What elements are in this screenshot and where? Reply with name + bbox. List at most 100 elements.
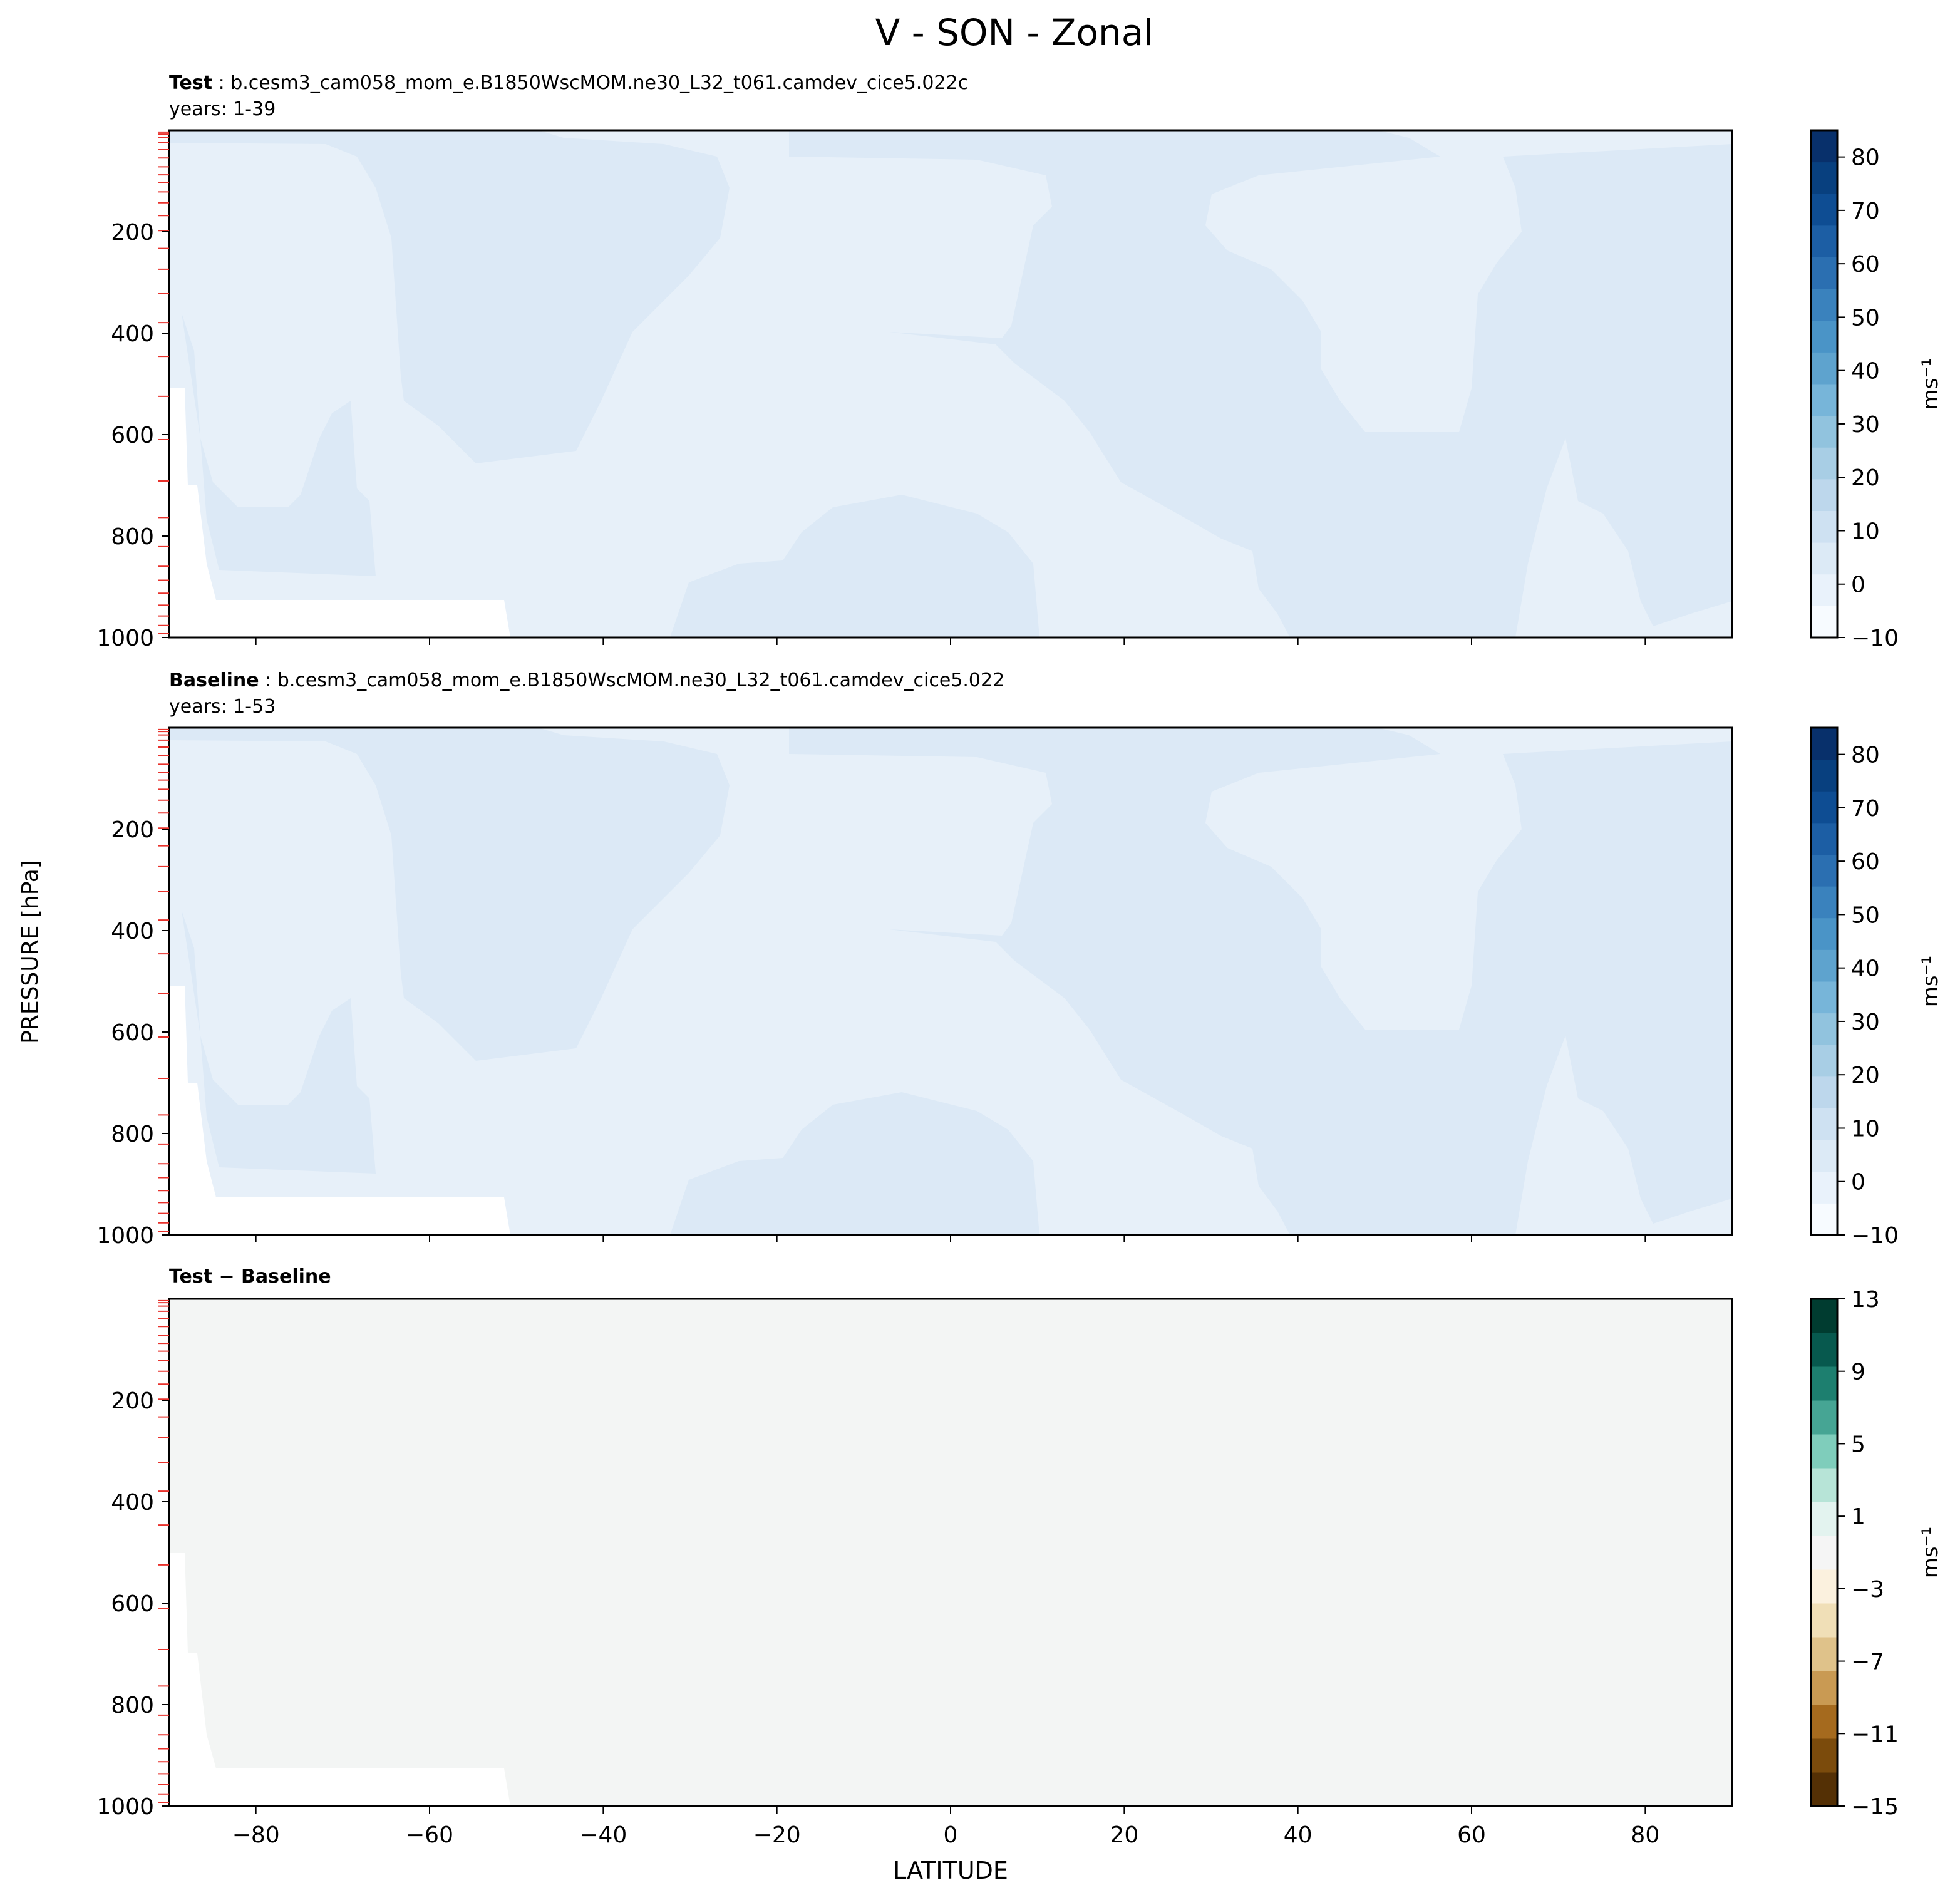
field-background xyxy=(169,1299,1732,1806)
colorbar-tick-label: 40 xyxy=(1851,956,1880,982)
y-tick-label: 800 xyxy=(111,524,154,550)
colorbar-swatch xyxy=(1811,1569,1837,1604)
x-tick-label: −60 xyxy=(406,1822,453,1848)
y-tick-label: 200 xyxy=(111,220,154,245)
colorbar-tick-label: 40 xyxy=(1851,359,1880,385)
colorbar-swatch xyxy=(1811,162,1837,194)
colorbar-tick-label: 70 xyxy=(1851,199,1880,224)
panel-baseline-colorbar-unit: ms⁻¹ xyxy=(1918,956,1943,1007)
panel-test-xaxis xyxy=(255,638,1646,645)
colorbar-tick-label: 20 xyxy=(1851,465,1880,491)
panel-test-level-ticks xyxy=(158,131,169,635)
colorbar-swatch xyxy=(1811,1045,1837,1077)
y-tick-label: 800 xyxy=(111,1122,154,1147)
colorbar-swatch xyxy=(1811,606,1837,638)
panel-diff-colorbar-unit: ms⁻¹ xyxy=(1918,1527,1943,1578)
panel-diff-level-ticks xyxy=(158,1299,169,1804)
colorbar-swatch xyxy=(1811,1671,1837,1705)
colorbar-tick-label: −10 xyxy=(1851,1223,1899,1249)
colorbar-tick-label: −15 xyxy=(1851,1794,1899,1820)
colorbar-tick-label: 9 xyxy=(1851,1360,1865,1385)
contour-region xyxy=(169,130,730,463)
colorbar-swatch xyxy=(1811,1013,1837,1045)
colorbar-swatch xyxy=(1811,225,1837,257)
colorbar-swatch xyxy=(1811,886,1837,919)
colorbar-swatch xyxy=(1811,822,1837,855)
panel-baseline-field xyxy=(169,728,1732,1235)
colorbar-swatch xyxy=(1811,194,1837,226)
panel-diff-colorbar: −15 −11 −7 −3 1 5 9 13 xyxy=(1810,1287,1899,1820)
y-tick-label: 1000 xyxy=(96,1794,154,1820)
colorbar-swatch xyxy=(1811,542,1837,575)
colorbar-swatch xyxy=(1811,1108,1837,1140)
panel-test-colorbar: −10 0 10 20 30 40 50 60 70 80 xyxy=(1810,129,1899,651)
colorbar-tick-label: 30 xyxy=(1851,1009,1880,1035)
panel-test-header: Test : b.cesm3_cam058_mom_e.B1850WscMOM.… xyxy=(169,72,968,94)
panel-test-colorbar-unit: ms⁻¹ xyxy=(1918,358,1943,410)
colorbar-swatch xyxy=(1811,415,1837,448)
colorbar-frame xyxy=(1810,129,1839,639)
y-tick-label: 1000 xyxy=(96,1223,154,1249)
figure-title: V - SON - Zonal xyxy=(875,11,1154,54)
colorbar-tick-label: −7 xyxy=(1851,1650,1884,1675)
panel-diff-xaxis: −80 −60 −40 −20 0 20 40 60 80 xyxy=(232,1806,1659,1848)
colorbar-tick-label: 60 xyxy=(1851,252,1880,277)
colorbar-swatch xyxy=(1811,352,1837,385)
contour-region xyxy=(169,728,730,1061)
missing-data-mask xyxy=(169,388,510,638)
y-tick-label: 200 xyxy=(111,817,154,843)
colorbar-tick-label: 1 xyxy=(1851,1504,1865,1530)
panel-baseline-yaxis: 200 400 600 800 1000 xyxy=(96,817,169,1249)
colorbar-swatch xyxy=(1811,1502,1837,1536)
contour-region xyxy=(182,911,376,1174)
colorbar-swatch xyxy=(1811,981,1837,1014)
colorbar-frame xyxy=(1810,726,1839,1236)
panel-test-label: Test xyxy=(169,72,212,94)
colorbar-tick-label: −10 xyxy=(1851,626,1899,651)
contour-region xyxy=(1515,1036,1732,1235)
colorbar-tick-label: 5 xyxy=(1851,1432,1865,1457)
colorbar-tick-label: −11 xyxy=(1851,1722,1899,1747)
contour-region xyxy=(670,1092,1039,1235)
panel-test: Test : b.cesm3_cam058_mom_e.B1850WscMOM.… xyxy=(96,72,1943,651)
colorbar-tick-label: 0 xyxy=(1851,572,1865,598)
panel-baseline-case: b.cesm3_cam058_mom_e.B1850WscMOM.ne30_L3… xyxy=(277,669,1004,691)
panel-baseline: Baseline : b.cesm3_cam058_mom_e.B1850Wsc… xyxy=(96,669,1943,1249)
colorbar-swatch xyxy=(1811,257,1837,289)
colorbar-swatch xyxy=(1811,1171,1837,1204)
panel-baseline-colorbar: −10 0 10 20 30 40 50 60 70 80 xyxy=(1810,726,1899,1249)
missing-data-mask xyxy=(169,986,510,1235)
colorbar-swatch xyxy=(1811,1076,1837,1108)
colorbar-swatch xyxy=(1811,759,1837,792)
panel-test-field xyxy=(169,130,1732,638)
colorbar-tick-label: 20 xyxy=(1851,1063,1880,1088)
x-tick-label: 40 xyxy=(1284,1822,1313,1848)
colorbar-tick-label: 50 xyxy=(1851,305,1880,331)
y-tick-label: 1000 xyxy=(96,626,154,651)
panel-test-years: years: 1-39 xyxy=(169,98,276,120)
panel-baseline-xaxis xyxy=(255,1235,1646,1242)
y-tick-label: 400 xyxy=(111,919,154,944)
colorbar-swatch xyxy=(1811,130,1837,163)
colorbar-swatch xyxy=(1811,1400,1837,1435)
colorbar-swatch xyxy=(1811,289,1837,321)
colorbar-swatch xyxy=(1811,1366,1837,1401)
colorbar-swatch xyxy=(1811,1140,1837,1172)
panel-diff-field xyxy=(169,1299,1732,1806)
colorbar-tick-label: 30 xyxy=(1851,412,1880,438)
contour-region xyxy=(1515,438,1732,638)
x-tick-label: −20 xyxy=(753,1822,801,1848)
panel-baseline-years: years: 1-53 xyxy=(169,696,276,718)
y-tick-label: 200 xyxy=(111,1388,154,1414)
panel-diff-yaxis: 200 400 600 800 1000 xyxy=(96,1388,169,1820)
y-tick-label: 400 xyxy=(111,321,154,347)
x-tick-label: 20 xyxy=(1110,1822,1138,1848)
colorbar-swatch xyxy=(1811,1536,1837,1570)
colorbar-tick-label: 70 xyxy=(1851,796,1880,822)
colorbar-tick-label: −3 xyxy=(1851,1577,1884,1603)
panel-diff-label: Test − Baseline xyxy=(169,1266,331,1288)
colorbar-tick-label: 80 xyxy=(1851,743,1880,768)
x-tick-label: −40 xyxy=(579,1822,627,1848)
colorbar-swatch xyxy=(1811,320,1837,353)
